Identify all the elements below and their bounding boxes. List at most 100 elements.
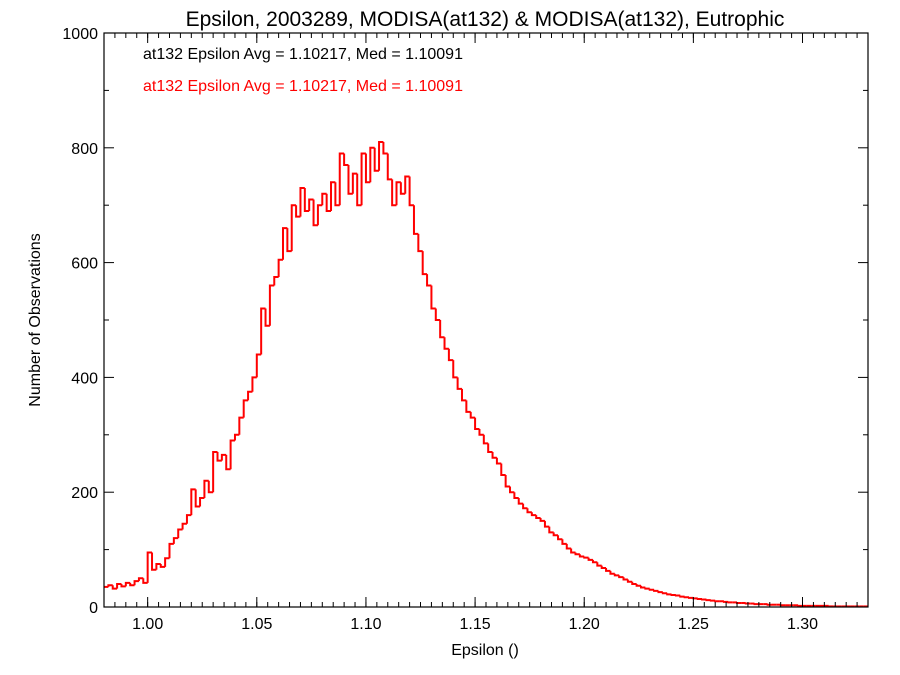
histogram-bin [421, 251, 428, 276]
histogram-bin [181, 522, 187, 530]
histogram-bin [164, 557, 170, 567]
histogram-bin [321, 192, 327, 206]
histogram-bin [727, 601, 733, 604]
histogram-bin [225, 454, 231, 471]
histogram-bin [692, 597, 698, 600]
histogram-bin [308, 198, 314, 211]
histogram-bin [316, 204, 323, 226]
y-tick-label: 1000 [62, 26, 98, 43]
histogram-bin [129, 582, 135, 587]
histogram-bin [233, 433, 240, 441]
histogram-bin [705, 599, 711, 602]
histogram-bin [369, 146, 375, 183]
histogram-bin [487, 443, 493, 454]
histogram-bin [194, 489, 201, 508]
histogram-bin [509, 486, 515, 494]
histogram-bin [334, 182, 340, 207]
histogram-bin [644, 587, 650, 590]
histogram-bin [766, 603, 772, 606]
histogram-bin [155, 562, 161, 570]
y-tick-label: 800 [71, 141, 98, 158]
histogram-bin [701, 598, 707, 601]
histogram-bin [146, 551, 153, 583]
histogram-bin [482, 434, 489, 445]
histogram-bin [618, 575, 624, 579]
histogram-bin [605, 567, 611, 572]
histogram-bin [522, 503, 528, 510]
histogram-bin [277, 258, 283, 277]
histogram-bin [666, 593, 672, 596]
histogram-bin [360, 152, 366, 206]
histogram-bin [399, 182, 406, 195]
histogram-bin [220, 453, 227, 461]
histogram-bin [744, 602, 751, 605]
histogram-bin [330, 181, 336, 211]
histogram-bin [722, 600, 729, 603]
histogram-bin [238, 416, 244, 435]
histogram-bin [373, 147, 380, 172]
histogram-bin [151, 552, 157, 571]
histogram-bin [574, 552, 580, 556]
histogram-bin [426, 274, 432, 287]
histogram-bin [526, 508, 532, 514]
histogram-bin [609, 570, 615, 575]
histogram-bin [391, 179, 397, 207]
histogram-bin [303, 187, 310, 212]
histogram-bin [185, 514, 192, 524]
histogram-bin [159, 563, 166, 568]
chart-title: Epsilon, 2003289, MODISA(at132) & MODISA… [186, 8, 785, 31]
histogram-bin [827, 605, 834, 608]
plot-area [104, 141, 868, 608]
histogram-bin [172, 537, 179, 544]
histogram-bin [386, 153, 393, 181]
histogram-bin [107, 584, 113, 587]
histogram-bin [177, 528, 183, 539]
histogram-bin [504, 474, 511, 488]
histogram-bin [661, 592, 668, 595]
histogram-bin [120, 584, 126, 588]
histogram-bin [281, 227, 288, 260]
histogram-bin [500, 463, 506, 476]
y-axis-label: Number of Observations [27, 233, 44, 406]
histogram-bin [535, 515, 541, 520]
histogram-bin [299, 186, 305, 217]
histogram-bin [797, 604, 803, 607]
histogram-bin [779, 604, 786, 607]
histogram-bin [251, 376, 257, 392]
histogram-bin [583, 556, 589, 559]
histogram-bin [111, 585, 118, 590]
histogram-bin [430, 285, 436, 310]
histogram-bin [631, 581, 637, 586]
histogram-bin [247, 390, 253, 401]
histogram-bin [460, 388, 467, 402]
histogram-bin [133, 580, 139, 586]
histogram-bin [260, 307, 266, 355]
histogram-bin [242, 399, 249, 418]
histogram-bin [688, 596, 694, 599]
histogram-bin [539, 518, 545, 522]
y-tick-label: 200 [71, 485, 98, 502]
histogram-bin [351, 172, 358, 194]
y-tick-label: 0 [89, 600, 98, 617]
histogram-bin [207, 480, 214, 494]
histogram-bin [452, 360, 458, 379]
histogram-bin [137, 577, 144, 582]
histogram-bin [229, 439, 235, 470]
histogram-bin [408, 176, 414, 207]
histogram-bin [600, 565, 607, 569]
histogram-bin [591, 559, 598, 564]
histogram-bin [443, 337, 449, 350]
histogram-bin [709, 599, 716, 602]
x-tick-label: 1.25 [678, 616, 709, 633]
histogram-bin [116, 583, 122, 589]
histogram-bin [557, 535, 563, 541]
histogram-bin [273, 275, 279, 286]
x-axis-label: Epsilon () [451, 642, 519, 659]
histogram-bin [439, 320, 445, 339]
histogram-bin [596, 562, 602, 567]
histogram-bin [343, 153, 349, 167]
histogram-bin [622, 577, 628, 581]
histogram-bin [395, 181, 401, 206]
histogram-bin [565, 543, 572, 550]
histogram-bin [404, 175, 410, 194]
